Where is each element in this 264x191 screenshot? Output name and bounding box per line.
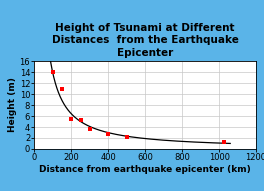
Point	[125, 135, 129, 138]
Title: Height of Tsunami at Different
Distances  from the Earthquake
Epicenter: Height of Tsunami at Different Distances…	[52, 23, 239, 57]
Point	[88, 127, 92, 130]
Point	[78, 119, 83, 122]
Point	[69, 117, 73, 120]
X-axis label: Distance from earthquake epicenter (km): Distance from earthquake epicenter (km)	[39, 165, 251, 174]
Y-axis label: Height (m): Height (m)	[8, 78, 17, 133]
Point	[60, 87, 64, 90]
Point	[51, 70, 55, 74]
Point	[106, 133, 110, 136]
Point	[221, 141, 226, 144]
